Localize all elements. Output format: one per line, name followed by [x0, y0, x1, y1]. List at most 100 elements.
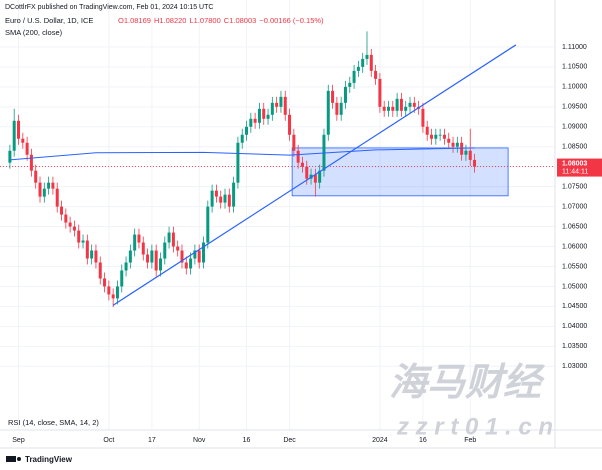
- candle-body: [98, 262, 102, 279]
- candle-body: [408, 102, 412, 107]
- candle-body: [326, 90, 330, 135]
- candle-body: [275, 102, 279, 107]
- candle-body: [300, 162, 304, 167]
- candle-body: [171, 232, 175, 247]
- candle-body: [111, 294, 115, 299]
- price-label-bg: [557, 158, 602, 177]
- candle-body: [292, 134, 296, 151]
- y-tick-label: 1.09000: [562, 124, 587, 131]
- candle-body: [60, 206, 64, 215]
- candle-body: [343, 86, 347, 103]
- candle-body: [378, 78, 382, 107]
- candle-body: [133, 234, 137, 251]
- candle-body: [468, 150, 472, 160]
- logo-text: TradingView: [25, 455, 73, 464]
- logo-mark: [6, 456, 16, 462]
- price-label: 1.08003: [562, 160, 587, 167]
- candle-body: [124, 262, 128, 271]
- x-tick-label: 16: [419, 437, 427, 444]
- candle-body: [442, 134, 446, 139]
- candle-body: [227, 194, 231, 207]
- candle-body: [107, 286, 111, 295]
- ohlc-value: H1.08220: [154, 16, 187, 25]
- candle-body: [29, 154, 33, 171]
- x-tick-label: Oct: [103, 437, 114, 444]
- candle-body: [288, 114, 292, 135]
- candle-body: [184, 262, 188, 269]
- candle-body: [17, 120, 20, 139]
- candle-body: [369, 54, 373, 71]
- candle-body: [404, 106, 408, 111]
- candle-body: [193, 250, 197, 259]
- candle-body: [103, 278, 107, 287]
- candle-body: [434, 134, 438, 139]
- x-tick-label: Nov: [193, 437, 206, 444]
- y-tick-label: 1.10500: [562, 64, 587, 71]
- trend-line: [112, 44, 517, 306]
- ohlc-value: −0.00166 (−0.15%): [259, 16, 324, 25]
- candle-body: [374, 70, 378, 79]
- y-tick-label: 1.04000: [562, 323, 587, 330]
- candle-body: [223, 194, 227, 203]
- x-tick-label: 16: [243, 437, 251, 444]
- candle-body: [202, 242, 205, 263]
- candle-body: [21, 138, 25, 143]
- y-tick-label: 1.03500: [562, 343, 587, 350]
- candle-body: [464, 150, 468, 155]
- candle-body: [421, 108, 425, 127]
- candle-body: [210, 190, 214, 207]
- y-tick-label: 1.03000: [562, 363, 587, 370]
- rsi-label: RSI (14, close, SMA, 14, 2): [8, 418, 99, 427]
- candle-body: [387, 106, 390, 111]
- candle-body: [391, 106, 395, 111]
- y-tick-label: 1.07500: [562, 183, 587, 190]
- candle-body: [158, 258, 162, 271]
- candle-body: [266, 114, 270, 119]
- candle-body: [438, 134, 442, 136]
- candle-body: [335, 102, 339, 115]
- candle-body: [395, 98, 399, 111]
- candle-body: [12, 120, 16, 151]
- candle-body: [331, 90, 335, 103]
- candle-body: [283, 96, 287, 115]
- candle-body: [425, 126, 429, 135]
- candle-body: [137, 234, 141, 243]
- candle-body: [8, 150, 12, 163]
- y-tick-label: 1.09500: [562, 104, 587, 111]
- x-tick-label: 2024: [372, 437, 388, 444]
- candle-body: [25, 142, 29, 155]
- x-tick-label: Feb: [464, 437, 476, 444]
- candle-body: [81, 240, 85, 243]
- y-tick-label: 1.06000: [562, 243, 587, 250]
- candle-body: [115, 286, 119, 299]
- candle-body: [257, 108, 261, 123]
- ohlc-value: L1.07800: [189, 16, 220, 25]
- candle-body: [352, 70, 356, 83]
- y-tick-label: 1.08500: [562, 144, 587, 151]
- candle-body: [163, 242, 167, 259]
- candle-body: [42, 188, 46, 197]
- candle-body: [150, 250, 154, 263]
- range-box: [291, 147, 509, 197]
- candle-body: [451, 142, 455, 147]
- x-tick-label: Sep: [12, 437, 25, 444]
- candle-body: [430, 134, 434, 139]
- candle-body: [318, 170, 322, 183]
- candle-body: [262, 108, 266, 119]
- candle-body: [64, 214, 68, 223]
- candle-body: [206, 206, 210, 243]
- candle-body: [313, 174, 317, 183]
- logo-dot: [17, 457, 21, 461]
- candle-body: [120, 270, 124, 287]
- candle-body: [72, 226, 76, 231]
- sma-line: [9, 147, 475, 161]
- candle-body: [85, 240, 89, 259]
- candle-body: [249, 118, 253, 127]
- candle-body: [141, 242, 145, 255]
- candle-body: [214, 190, 218, 197]
- candle-body: [77, 230, 81, 243]
- ohlc-value: O1.08169: [118, 16, 151, 25]
- candle-body: [34, 170, 38, 183]
